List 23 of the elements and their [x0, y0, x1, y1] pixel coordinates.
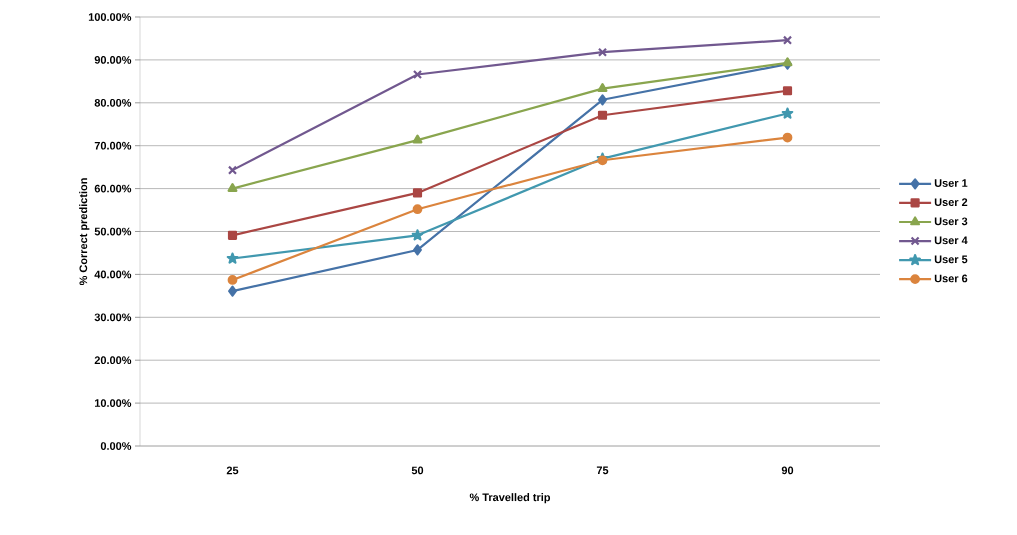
y-tick-label: 40.00% [94, 270, 132, 279]
x-axis-title: % Travelled trip [469, 493, 551, 504]
x-tick-label: 25 [226, 466, 239, 475]
y-tick-label: 10.00% [95, 399, 132, 407]
legend-label: User 1 [934, 179, 968, 187]
x-tick-label: 50 [411, 466, 424, 475]
legend-label: User 2 [934, 198, 968, 207]
y-tick-label: 80.00% [94, 98, 132, 107]
legend-label: User 6 [934, 274, 968, 283]
legend-label: User 3 [934, 217, 968, 226]
y-tick-label: 100.00% [88, 13, 132, 21]
legend-label: User 4 [934, 236, 968, 245]
y-tick-label: 90.00% [94, 56, 132, 64]
y-tick-label: 20.00% [94, 356, 132, 365]
y-tick-label: 50.00% [94, 227, 132, 236]
y-tick-label: 0.00% [100, 442, 132, 450]
x-tick-label: 90 [781, 466, 794, 475]
y-tick-label: 70.00% [94, 141, 132, 150]
y-tick-label: 30.00% [94, 313, 132, 322]
legend-label: User 5 [934, 255, 968, 264]
y-tick-label: 60.00% [94, 184, 132, 193]
y-axis-title: % Correct prediction [79, 178, 90, 286]
x-tick-label: 75 [596, 466, 609, 475]
